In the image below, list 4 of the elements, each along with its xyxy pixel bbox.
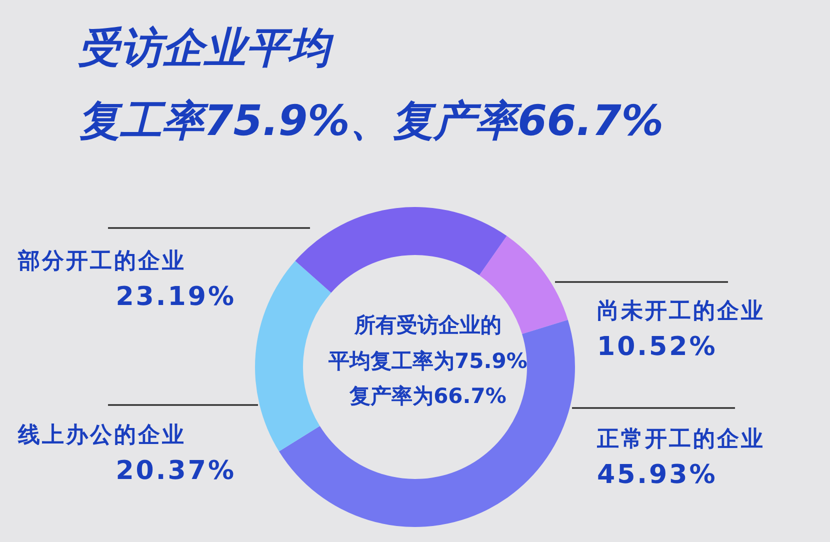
annotation: 平均复工率为75.9% [328, 349, 528, 373]
annotation: 所有受访企业的 [354, 313, 502, 337]
annotation: 复产率为66.7% [350, 384, 506, 408]
subtitle: 复工率75.9%、复产率66.7% [78, 96, 664, 145]
